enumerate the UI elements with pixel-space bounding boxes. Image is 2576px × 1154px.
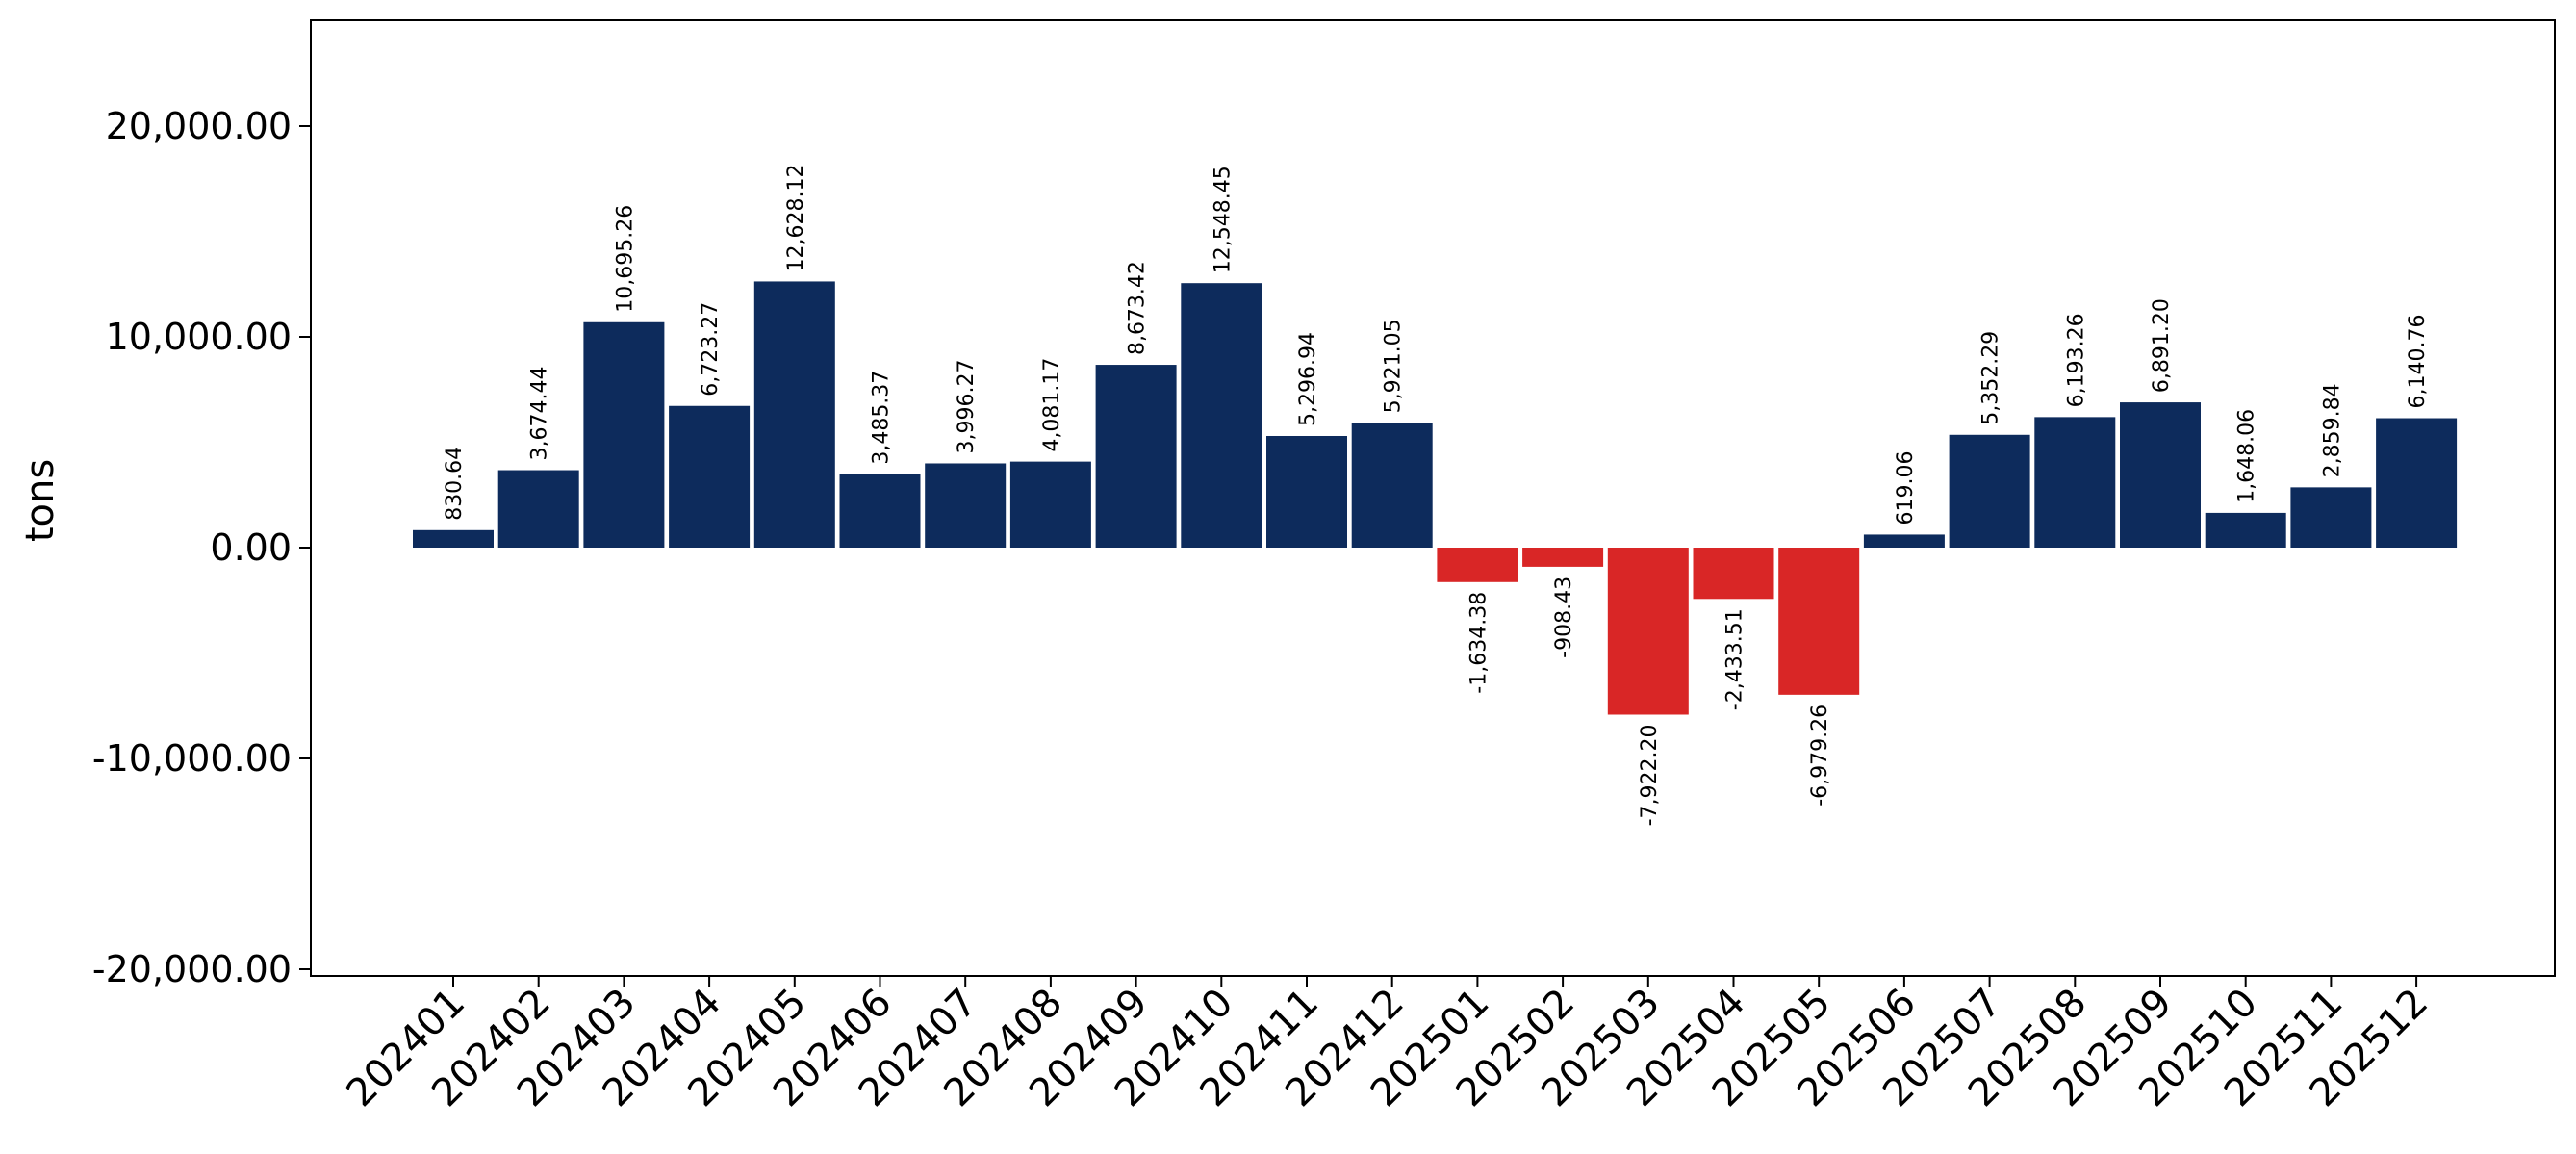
bar [839, 474, 921, 548]
bar-value-label: 12,548.45 [1211, 166, 1235, 273]
bar-value-label: 6,723.27 [699, 302, 723, 397]
bar [1693, 548, 1774, 600]
y-tick-label: -20,000.00 [92, 948, 292, 990]
bar [2205, 512, 2286, 548]
bar [497, 470, 579, 548]
bar [669, 405, 751, 548]
bar-value-label: 4,081.17 [1040, 358, 1064, 452]
bar [2290, 487, 2372, 548]
bar [1351, 423, 1433, 548]
bar-value-label: 5,296.94 [1296, 332, 1320, 426]
bar-value-label: 6,193.26 [2064, 313, 2088, 407]
bar-value-label: 12,628.12 [784, 164, 808, 271]
bar-value-label: 6,140.76 [2406, 315, 2430, 409]
bar-value-label: -6,979.26 [1808, 705, 1832, 807]
plot-frame [310, 19, 2556, 977]
bar-value-label: -7,922.20 [1638, 724, 1662, 826]
plot-area: -20,000.00 -10,000.00 0.00 10,000.00 20,000.… [92, 19, 2556, 1116]
bar [2376, 418, 2458, 548]
bar [1266, 435, 1347, 548]
bar [753, 281, 835, 548]
bar [413, 529, 494, 548]
y-tick-label: 0.00 [210, 526, 292, 569]
bar-value-label: 5,921.05 [1382, 319, 1406, 413]
bar [1863, 534, 1945, 548]
bar-value-label: 830.64 [443, 447, 467, 521]
bar-value-label: 3,996.27 [955, 360, 979, 454]
bar [1778, 548, 1860, 695]
bar-value-label: -908.43 [1552, 577, 1576, 658]
bar-value-label: 3,485.37 [870, 371, 894, 465]
bar-value-label: 2,859.84 [2320, 383, 2344, 477]
bar [1607, 548, 1689, 715]
bar [1437, 548, 1518, 582]
bar-value-label: 5,352.29 [1979, 331, 2003, 425]
bar [1522, 548, 1604, 567]
bar-value-label: 8,673.42 [1126, 261, 1150, 355]
bar [1009, 461, 1091, 548]
bar-value-label: -1,634.38 [1467, 592, 1491, 694]
bar [2120, 402, 2201, 548]
bar [925, 463, 1007, 548]
bar-value-label: 619.06 [1894, 450, 1918, 525]
y-axis-label: tons [18, 459, 63, 542]
bar-value-label: 10,695.26 [613, 205, 637, 313]
bar [583, 321, 665, 548]
bar [2034, 417, 2116, 548]
bar [1095, 365, 1177, 548]
bar-value-label: 3,674.44 [528, 367, 552, 461]
y-tick-label: -10,000.00 [92, 737, 292, 780]
bar [1181, 283, 1262, 548]
bar [1949, 434, 2030, 548]
bar-value-label: -2,433.51 [1723, 608, 1747, 710]
y-tick-label: 20,000.00 [106, 105, 292, 147]
bar-value-label: 1,648.06 [2235, 409, 2259, 503]
bar-value-label: 6,891.20 [2150, 298, 2174, 393]
y-tick-label: 10,000.00 [106, 316, 292, 358]
